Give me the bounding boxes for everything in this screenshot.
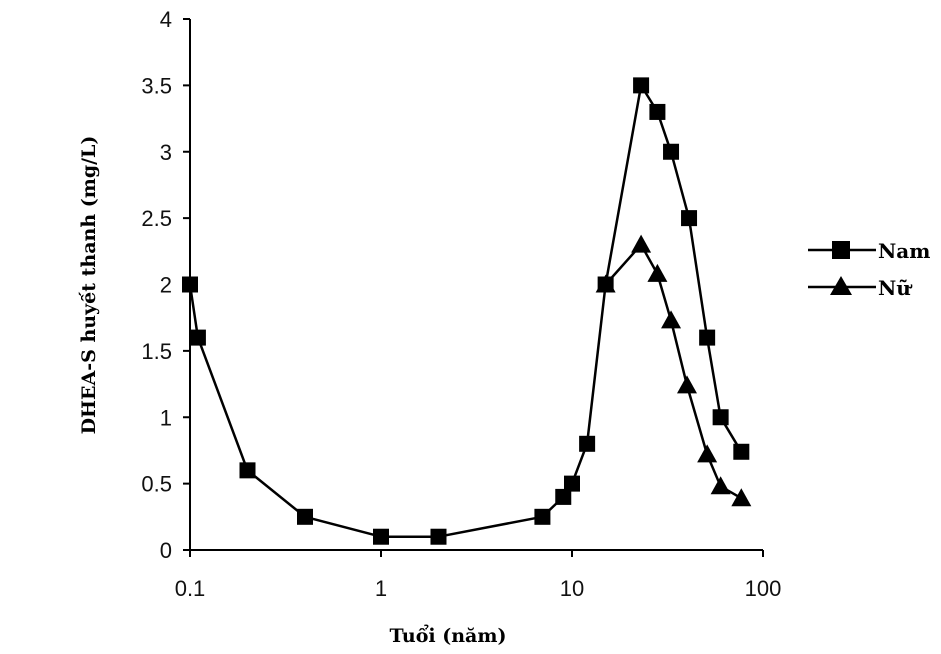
data-point-nu <box>731 488 752 507</box>
data-point-nam <box>534 508 551 525</box>
x-tick-label: 1 <box>375 576 387 601</box>
data-point-nam <box>681 210 698 227</box>
data-point-nam <box>733 443 750 460</box>
data-point-nam <box>430 528 447 545</box>
legend-label-nu: Nữ <box>878 276 913 300</box>
axes: 0 0.5 1 1.5 2 2.5 3 3.5 4 0.1 1 10 100 <box>141 7 781 601</box>
data-point-nu <box>697 444 718 463</box>
y-tick-label: 4 <box>160 7 172 32</box>
data-point-nam <box>699 329 716 346</box>
y-tick-label: 3 <box>160 140 172 165</box>
legend-label-nam: Nam <box>878 239 930 263</box>
data-point-nu <box>595 274 616 293</box>
data-point-nam <box>239 462 256 479</box>
data-point-nu <box>631 234 652 253</box>
y-tick-label: 1.5 <box>141 339 172 364</box>
data-point-nam <box>564 475 580 492</box>
y-tick-label: 0 <box>160 538 172 563</box>
data-point-nu <box>647 263 668 282</box>
legend-marker-nam <box>832 241 850 259</box>
series-layer <box>182 77 752 545</box>
x-tick-label: 100 <box>745 576 782 601</box>
data-point-nam <box>189 329 206 346</box>
y-tick-label: 1 <box>160 405 172 430</box>
x-tick-label: 10 <box>560 576 584 601</box>
data-point-nam <box>373 528 389 545</box>
y-tick-label: 2.5 <box>141 206 172 231</box>
data-point-nam <box>663 143 680 160</box>
data-point-nu <box>676 375 697 394</box>
y-tick-label: 0.5 <box>141 472 172 497</box>
data-point-nam <box>296 508 313 525</box>
series-line-nam <box>188 84 743 538</box>
y-tick-label: 3.5 <box>141 73 172 98</box>
x-axis-label: Tuổi (năm) <box>390 623 507 647</box>
data-point-nu <box>710 476 731 495</box>
data-point-nam <box>579 435 596 452</box>
legend: Nam Nữ <box>808 239 930 300</box>
y-tick-label: 2 <box>160 273 172 298</box>
data-point-nu <box>661 310 682 329</box>
data-point-nam <box>712 409 729 426</box>
data-point-nam <box>649 103 666 120</box>
data-point-nam <box>555 488 572 505</box>
legend-marker-nu <box>830 276 852 295</box>
y-axis-label: DHEA-S huyết thanh (mg/L) <box>78 136 100 435</box>
data-point-nam <box>182 276 198 293</box>
x-tick-label: 0.1 <box>175 576 206 601</box>
series-line-nu <box>604 243 742 500</box>
data-point-nam <box>633 77 650 94</box>
